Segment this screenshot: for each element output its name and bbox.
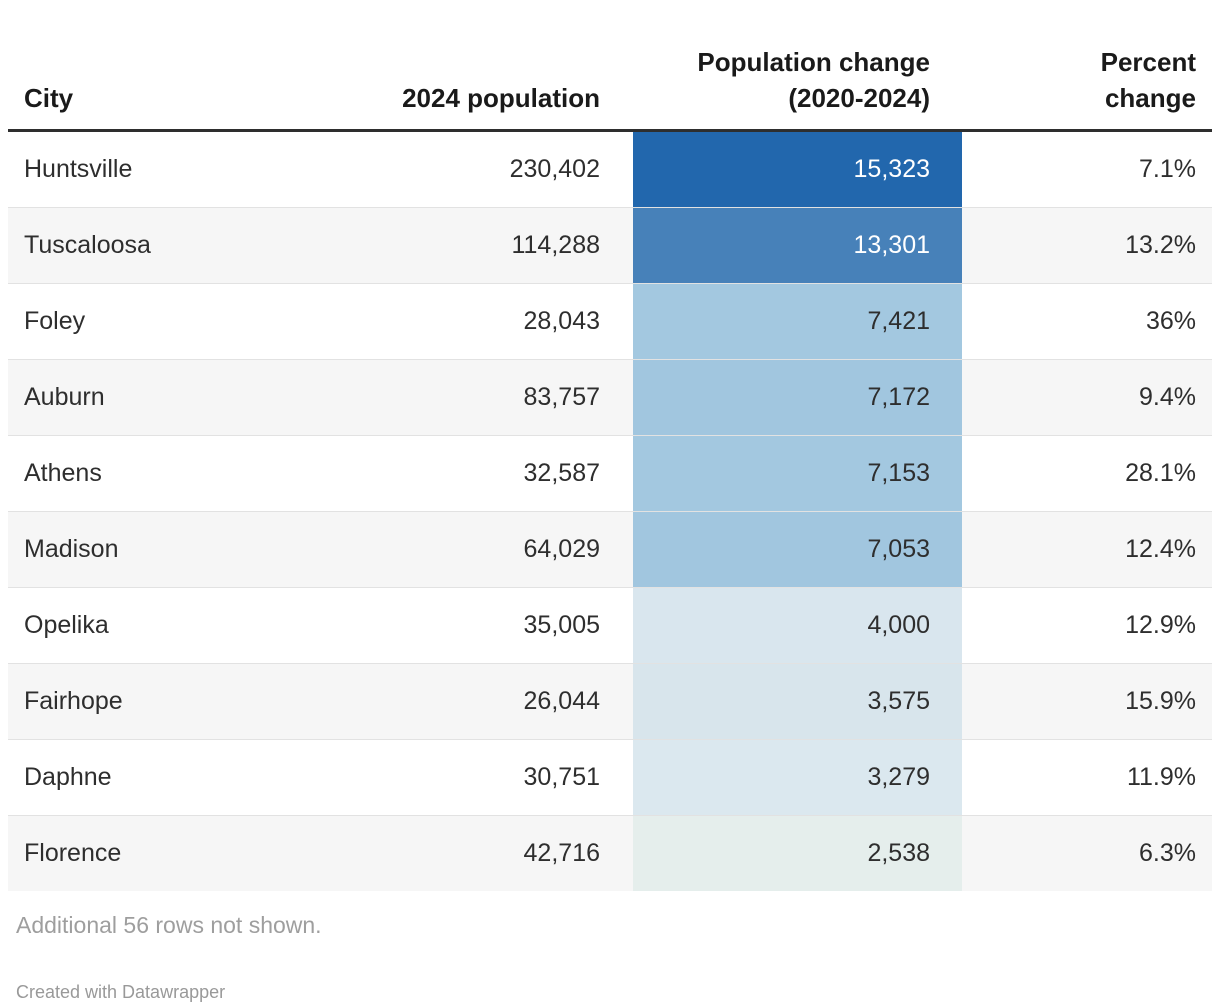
table-row: Athens 32,587 7,153 28.1% [8,435,1212,512]
column-header-percent-change: Percent change [962,0,1212,132]
cell-change: 3,575 [633,663,962,740]
cell-city: Daphne [8,739,304,816]
cell-population: 30,751 [304,739,633,816]
table-footer-note: Additional 56 rows not shown. [16,912,322,938]
cell-percent: 11.9% [962,739,1212,816]
cell-percent: 12.4% [962,511,1212,588]
cell-city: Florence [8,815,304,891]
table-row: Auburn 83,757 7,172 9.4% [8,359,1212,436]
cell-change: 7,421 [633,283,962,360]
cell-percent: 12.9% [962,587,1212,664]
column-header-2024-population: 2024 population [304,0,633,132]
cell-change: 7,053 [633,511,962,588]
cell-city: Tuscaloosa [8,207,304,284]
cell-city: Fairhope [8,663,304,740]
cell-percent: 7.1% [1139,155,1196,183]
population-table: City 2024 population Population change (… [8,0,1212,891]
cell-population: 28,043 [304,283,633,360]
cell-population: 64,029 [304,511,633,588]
cell-population: 230,402 [509,155,600,183]
cell-percent: 9.4% [962,359,1212,436]
cell-city: Huntsville [24,155,133,183]
table-row: Huntsville 230,402 15,323 7.1% [8,130,1212,208]
cell-percent: 6.3% [962,815,1212,891]
cell-percent: 28.1% [962,435,1212,512]
table-row: Florence 42,716 2,538 6.3% [8,815,1212,891]
header-row: City 2024 population Population change (… [8,0,1212,132]
cell-change: 15,323 [633,130,962,208]
cell-population: 83,757 [304,359,633,436]
datawrapper-attribution[interactable]: Created with Datawrapper [16,982,226,1002]
cell-percent: 15.9% [962,663,1212,740]
table-row: Foley 28,043 7,421 36% [8,283,1212,360]
cell-percent: 13.2% [962,207,1212,284]
cell-change: 13,301 [633,207,962,284]
table-row: Opelika 35,005 4,000 12.9% [8,587,1212,664]
cell-city: Madison [8,511,304,588]
cell-city: Foley [8,283,304,360]
table-row: Madison 64,029 7,053 12.4% [8,511,1212,588]
cell-population: 35,005 [304,587,633,664]
cell-change: 3,279 [633,739,962,816]
cell-city: Auburn [8,359,304,436]
column-header-population-change: Population change (2020-2024) [633,0,962,132]
cell-population: 114,288 [304,207,633,284]
cell-change: 2,538 [633,815,962,891]
cell-city: Opelika [8,587,304,664]
cell-change: 4,000 [633,587,962,664]
cell-population: 26,044 [304,663,633,740]
cell-population: 42,716 [304,815,633,891]
table-row: Daphne 30,751 3,279 11.9% [8,739,1212,816]
cell-city: Athens [8,435,304,512]
cell-change: 7,153 [633,435,962,512]
table-row: Tuscaloosa 114,288 13,301 13.2% [8,207,1212,284]
cell-population: 32,587 [304,435,633,512]
table-row: Fairhope 26,044 3,575 15.9% [8,663,1212,740]
cell-change: 7,172 [633,359,962,436]
cell-percent: 36% [962,283,1212,360]
column-header-city: City [8,0,304,132]
table-body: Huntsville 230,402 15,323 7.1% Tuscaloosa 114… [8,130,1212,891]
table-header: City 2024 population Population change (… [8,0,1212,132]
